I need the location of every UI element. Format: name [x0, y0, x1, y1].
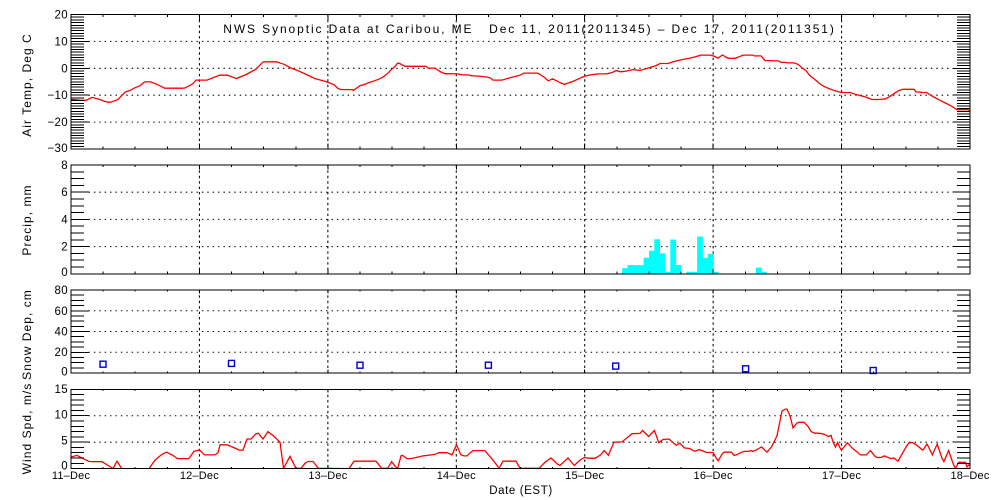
svg-text:−30: −30: [47, 143, 68, 155]
svg-text:17–Dec: 17–Dec: [822, 470, 861, 482]
svg-text:12–Dec: 12–Dec: [180, 470, 219, 482]
svg-text:Date (EST): Date (EST): [489, 485, 553, 497]
svg-text:80: 80: [55, 285, 69, 297]
svg-text:16–Dec: 16–Dec: [694, 470, 733, 482]
svg-text:0: 0: [61, 267, 68, 279]
svg-text:13–Dec: 13–Dec: [308, 470, 347, 482]
svg-text:10: 10: [55, 410, 69, 422]
svg-text:−10: −10: [47, 90, 68, 102]
svg-text:Precip, mm: Precip, mm: [20, 184, 34, 255]
svg-text:15: 15: [55, 384, 69, 396]
svg-text:6: 6: [61, 187, 68, 199]
svg-text:60: 60: [55, 306, 69, 318]
svg-text:4: 4: [61, 214, 68, 226]
svg-text:18–Dec: 18–Dec: [950, 470, 989, 482]
svg-text:0: 0: [61, 461, 68, 473]
svg-text:0: 0: [61, 63, 68, 75]
svg-text:11–Dec: 11–Dec: [52, 470, 91, 482]
svg-text:15–Dec: 15–Dec: [565, 470, 604, 482]
svg-text:8: 8: [61, 160, 68, 172]
svg-text:−20: −20: [47, 117, 68, 129]
svg-text:10: 10: [55, 36, 69, 48]
svg-text:NWS Synoptic Data at Caribou,: NWS Synoptic Data at Caribou, ME Dec 11,…: [223, 22, 835, 36]
svg-text:Wind Spd, m/s: Wind Spd, m/s: [20, 383, 34, 475]
svg-text:Snow Dep, cm: Snow Dep, cm: [20, 289, 34, 380]
svg-text:20: 20: [55, 10, 69, 22]
svg-text:0: 0: [61, 366, 68, 378]
svg-text:5: 5: [61, 436, 68, 448]
svg-text:40: 40: [55, 327, 69, 339]
svg-text:Air Temp, Deg C: Air Temp, Deg C: [20, 33, 34, 137]
svg-text:2: 2: [61, 242, 68, 254]
svg-text:14–Dec: 14–Dec: [437, 470, 476, 482]
svg-text:20: 20: [55, 347, 69, 359]
